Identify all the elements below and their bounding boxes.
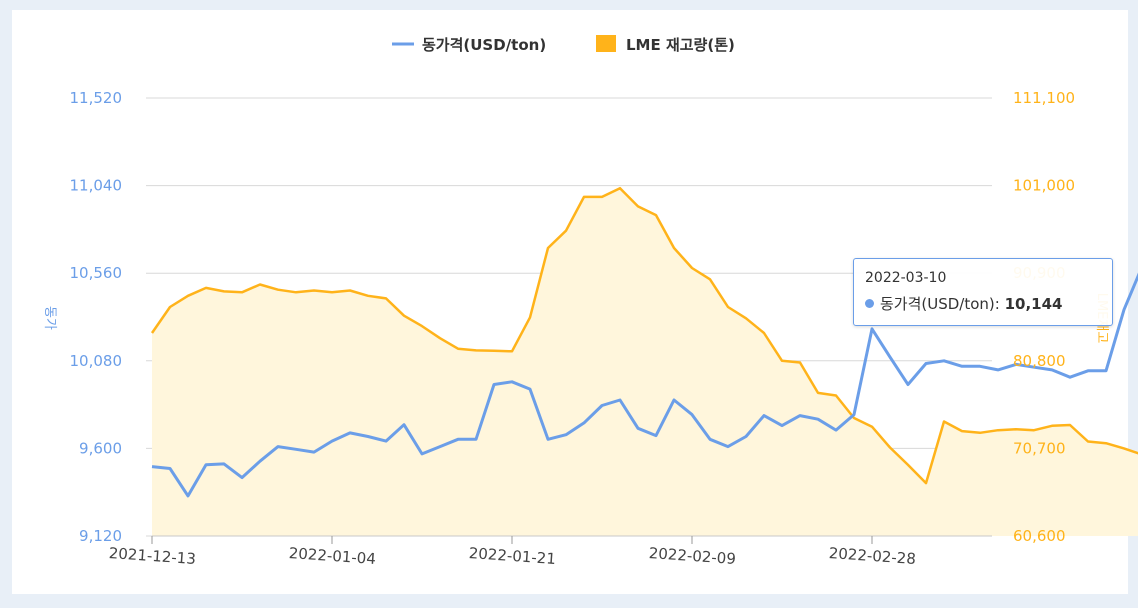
y-axis-left: 9,120 9,600 10,080 10,560 11,040 11,520 동가: [42, 89, 122, 545]
y-right-tick-label: 80,800: [1013, 352, 1066, 370]
legend-label-price[interactable]: 동가격(USD/ton): [422, 36, 546, 54]
inventory-area: [152, 188, 1138, 536]
y-left-tick-label: 10,080: [70, 352, 123, 370]
series-lines: [150, 186, 1138, 498]
y-right-tick-label: 60,600: [1013, 527, 1066, 545]
x-tick-label: 2022-02-28: [828, 544, 916, 568]
price-series-line[interactable]: [151, 227, 1138, 498]
y-left-axis-title: 동가: [42, 306, 57, 330]
tooltip-date: 2022-03-10: [865, 270, 947, 286]
legend-swatch-inventory[interactable]: [596, 35, 616, 52]
y-left-tick-label: 11,040: [70, 177, 123, 195]
tooltip-row: 동가격(USD/ton): 10,144: [865, 293, 1063, 314]
y-right-tick-label: 70,700: [1013, 439, 1066, 457]
inventory-series-line[interactable]: [150, 186, 1138, 485]
y-left-tick-label: 10,560: [70, 264, 123, 282]
y-left-tick-label: 9,600: [79, 439, 122, 457]
x-axis: 2021-12-13 2022-01-04 2022-01-21 2022-02-09…: [108, 535, 992, 568]
legend[interactable]: 동가격(USD/ton) LME 재고량(톤): [392, 35, 735, 54]
tooltip-value: 10,144: [1004, 295, 1063, 313]
x-tick-label: 2022-02-09: [648, 544, 736, 568]
y-left-tick-label: 11,520: [70, 89, 123, 107]
inventory-area-fill: [152, 188, 1138, 536]
tooltip: 2022-03-10 동가격(USD/ton): 10,144: [853, 258, 1113, 326]
x-tick-label: 2022-01-04: [288, 544, 376, 568]
tooltip-series-dot: [865, 299, 874, 308]
y-right-tick-label: 101,000: [1013, 177, 1075, 195]
y-right-tick-label: 111,100: [1013, 89, 1075, 107]
x-tick-label: 2021-12-13: [108, 544, 196, 568]
tooltip-series-label: 동가격(USD/ton):: [880, 295, 1005, 313]
y-left-tick-label: 9,120: [79, 527, 122, 545]
legend-label-inventory[interactable]: LME 재고량(톤): [626, 36, 735, 54]
x-tick-label: 2022-01-21: [468, 544, 556, 568]
